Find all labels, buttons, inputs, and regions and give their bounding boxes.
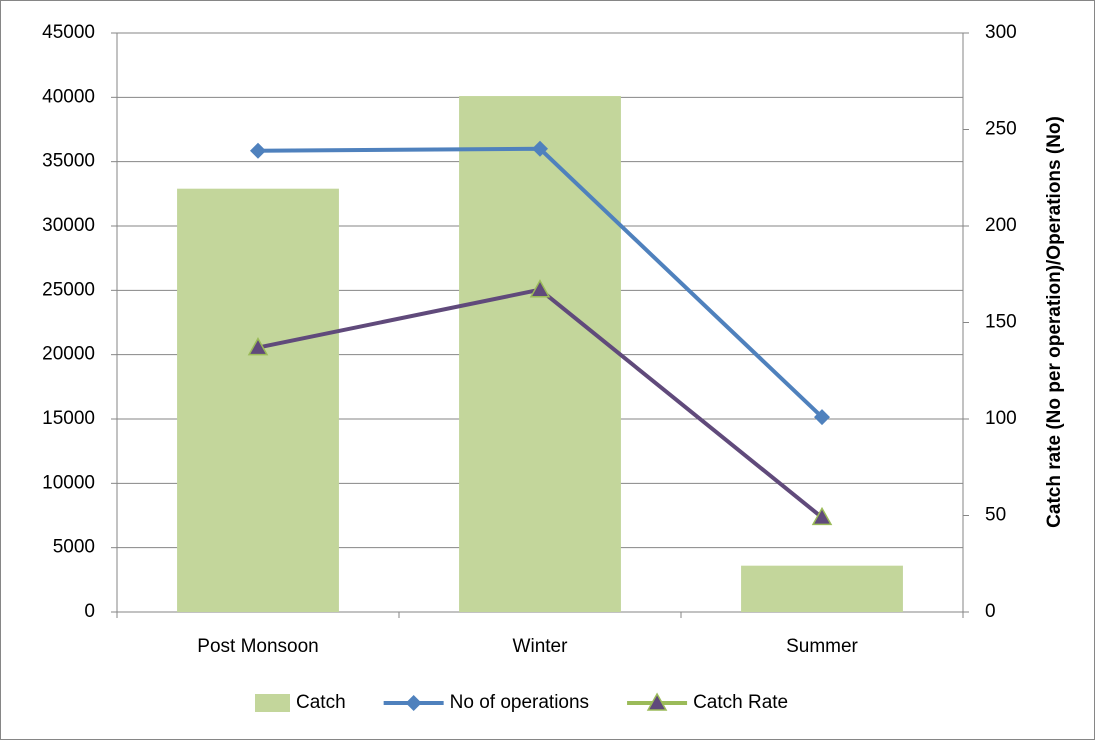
marker bbox=[247, 337, 269, 356]
y2-tick-label: 0 bbox=[985, 601, 996, 622]
bar bbox=[459, 96, 621, 612]
marker bbox=[529, 279, 551, 298]
legend-swatch bbox=[255, 694, 290, 712]
y2-tick-label: 250 bbox=[985, 119, 1017, 140]
legend-label: Catch Rate bbox=[693, 692, 788, 713]
y2-tick-label: 50 bbox=[985, 505, 1006, 526]
marker bbox=[250, 142, 266, 159]
legend-label: No of operations bbox=[450, 692, 589, 713]
y-tick-label: 10000 bbox=[42, 472, 95, 493]
bar bbox=[177, 188, 339, 613]
y-tick-label: 5000 bbox=[53, 537, 95, 558]
y-tick-label: 45000 bbox=[42, 22, 95, 43]
marker bbox=[811, 506, 833, 526]
y2-tick-label: 100 bbox=[985, 408, 1017, 429]
y2-tick-label: 150 bbox=[985, 312, 1017, 333]
x-tick-label: Summer bbox=[786, 636, 858, 657]
y-tick-label: 30000 bbox=[42, 215, 95, 236]
y-tick-label: 15000 bbox=[42, 408, 95, 429]
y-tick-label: 35000 bbox=[42, 151, 95, 172]
marker bbox=[814, 409, 830, 426]
bar bbox=[741, 565, 903, 612]
marker bbox=[532, 140, 548, 157]
y2-axis-label: Catch rate (No per operation)/Operations… bbox=[1044, 116, 1065, 528]
y-tick-label: 20000 bbox=[42, 344, 95, 365]
y2-tick-label: 300 bbox=[985, 22, 1017, 43]
y-tick-label: 40000 bbox=[42, 86, 95, 107]
legend-label: Catch bbox=[296, 692, 346, 713]
x-tick-label: Winter bbox=[513, 636, 569, 657]
y-tick-label: 25000 bbox=[42, 279, 95, 300]
y2-tick-label: 200 bbox=[985, 215, 1017, 236]
x-tick-label: Post Monsoon bbox=[197, 636, 318, 657]
y-tick-label: 0 bbox=[84, 601, 95, 622]
legend-marker bbox=[405, 695, 422, 711]
legend-marker bbox=[646, 692, 668, 711]
